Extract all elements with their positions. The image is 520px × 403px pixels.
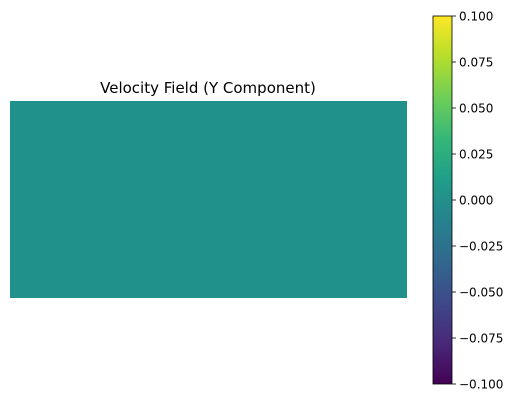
colorbar-tick-label: −0.050 bbox=[459, 285, 503, 299]
colorbar-tick-label: −0.075 bbox=[459, 331, 503, 345]
heatmap-field bbox=[10, 101, 407, 298]
colorbar-tick-label: 0.075 bbox=[459, 55, 493, 69]
chart-title: Velocity Field (Y Component) bbox=[100, 79, 316, 97]
colorbar-ticks: −0.100 −0.075 −0.050 −0.025 0.000 0.025 0.050 0… bbox=[452, 9, 503, 391]
colorbar-tick-label: −0.025 bbox=[459, 239, 503, 253]
colorbar-tick-label: 0.050 bbox=[459, 101, 493, 115]
colorbar-tick-label: 0.100 bbox=[459, 9, 493, 23]
colorbar-tick-label: 0.000 bbox=[459, 193, 493, 207]
colorbar-tick-label: 0.025 bbox=[459, 147, 493, 161]
colorbar-tick-label: −0.100 bbox=[459, 377, 503, 391]
colorbar bbox=[432, 15, 453, 385]
